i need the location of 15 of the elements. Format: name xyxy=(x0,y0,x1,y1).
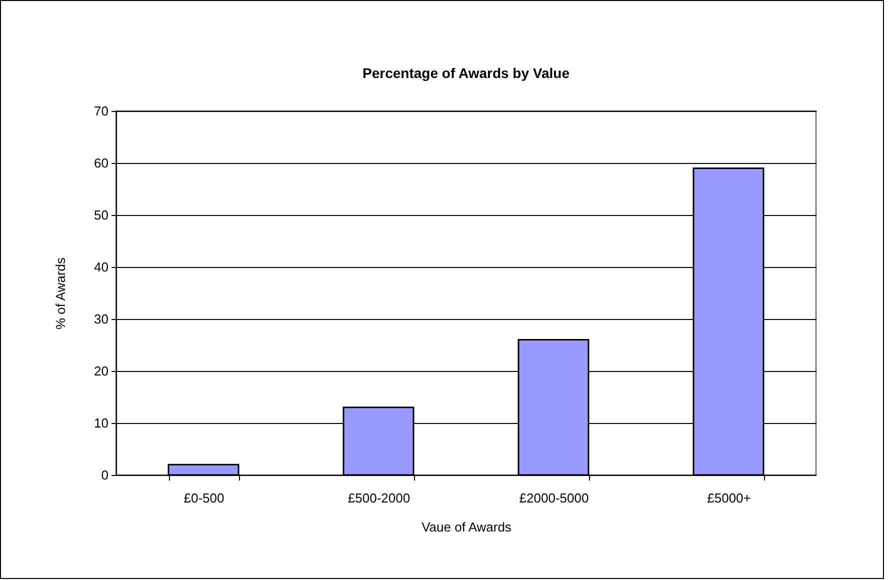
x-tick-label: £500-2000 xyxy=(348,490,410,506)
chart-title: Percentage of Awards by Value xyxy=(362,65,570,81)
y-tick-label: 10 xyxy=(94,416,108,430)
y-axis-title: % of Awards xyxy=(53,256,68,330)
y-tick-label: 30 xyxy=(94,312,108,326)
y-tick-label: 40 xyxy=(94,260,108,274)
x-axis-title: Vaue of Awards xyxy=(422,520,512,534)
x-tick-label: £2000-5000 xyxy=(519,490,589,506)
x-tick-label: £5000+ xyxy=(707,490,751,506)
y-tick-label: 20 xyxy=(94,364,108,378)
x-tick-label: £0-500 xyxy=(184,490,224,506)
y-tick-label: 0 xyxy=(101,468,108,482)
y-tick-label: 70 xyxy=(94,104,108,118)
y-tick-label: 50 xyxy=(94,208,108,222)
y-tick-label: 60 xyxy=(94,156,108,170)
